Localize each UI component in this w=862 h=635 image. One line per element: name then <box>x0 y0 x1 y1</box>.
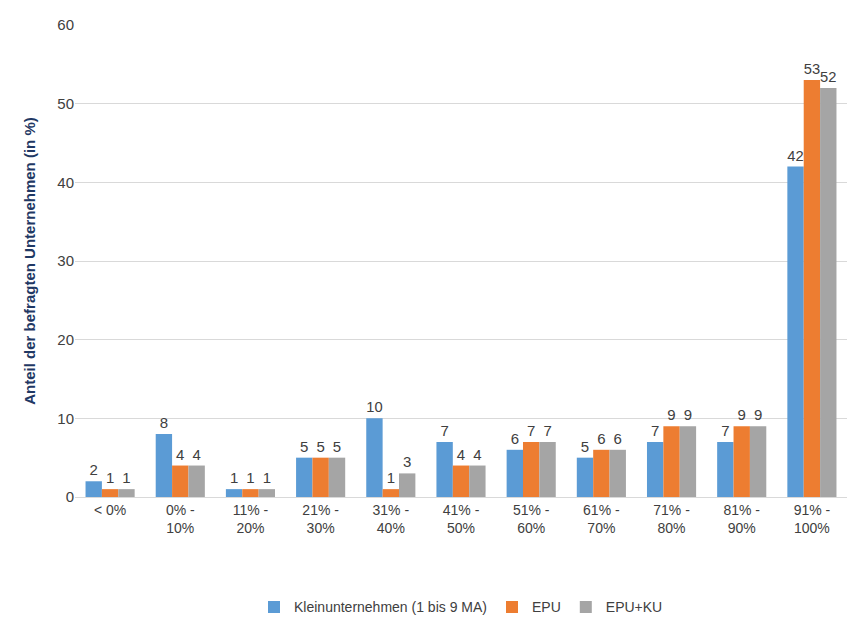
svg-text:4: 4 <box>473 446 481 463</box>
svg-text:Kleinunternehmen (1 bis 9 MA): Kleinunternehmen (1 bis 9 MA) <box>294 599 487 615</box>
svg-text:1: 1 <box>106 469 114 486</box>
svg-text:< 0%: < 0% <box>94 502 126 518</box>
svg-text:5: 5 <box>581 438 589 455</box>
svg-text:7: 7 <box>527 422 535 439</box>
svg-text:1: 1 <box>122 469 130 486</box>
svg-text:10: 10 <box>366 399 382 415</box>
svg-text:2: 2 <box>90 461 98 478</box>
svg-text:0: 0 <box>66 488 74 505</box>
svg-text:91% -100%: 91% -100% <box>794 502 831 536</box>
svg-text:81% -90%: 81% -90% <box>723 502 760 536</box>
svg-text:21% -30%: 21% -30% <box>302 502 339 536</box>
svg-text:EPU: EPU <box>532 599 561 615</box>
svg-text:4: 4 <box>457 446 465 463</box>
svg-text:0% -10%: 0% -10% <box>166 502 195 536</box>
svg-text:10: 10 <box>57 410 74 427</box>
svg-text:5: 5 <box>333 438 341 455</box>
svg-text:11% -20%: 11% -20% <box>233 502 269 536</box>
svg-text:7: 7 <box>543 422 551 439</box>
svg-text:53: 53 <box>804 61 820 77</box>
svg-text:9: 9 <box>754 406 762 423</box>
svg-text:40: 40 <box>57 174 74 191</box>
svg-text:7: 7 <box>440 422 448 439</box>
svg-text:4: 4 <box>192 446 200 463</box>
svg-text:6: 6 <box>614 430 622 447</box>
svg-text:31% -40%: 31% -40% <box>373 502 410 536</box>
svg-text:3: 3 <box>403 453 411 470</box>
svg-text:71% -80%: 71% -80% <box>653 502 690 536</box>
svg-text:EPU+KU: EPU+KU <box>606 599 662 615</box>
svg-text:9: 9 <box>684 406 692 423</box>
svg-text:20: 20 <box>57 331 74 348</box>
svg-text:9: 9 <box>738 406 746 423</box>
svg-text:1: 1 <box>230 469 238 486</box>
svg-text:61% -70%: 61% -70% <box>583 502 620 536</box>
svg-text:4: 4 <box>176 446 184 463</box>
svg-text:Anteil der befragten Unternehm: Anteil der befragten Unternehmen (in %) <box>21 117 38 405</box>
svg-text:5: 5 <box>316 438 324 455</box>
svg-text:5: 5 <box>300 438 308 455</box>
svg-text:1: 1 <box>263 469 271 486</box>
svg-text:41% -50%: 41% -50% <box>443 502 480 536</box>
svg-text:51% -60%: 51% -60% <box>513 502 550 536</box>
svg-text:42: 42 <box>787 148 803 164</box>
svg-text:1: 1 <box>387 469 395 486</box>
svg-text:6: 6 <box>511 430 519 447</box>
svg-text:8: 8 <box>160 414 168 431</box>
svg-text:60: 60 <box>57 16 74 33</box>
svg-text:1: 1 <box>246 469 254 486</box>
svg-text:50: 50 <box>57 95 74 112</box>
svg-text:7: 7 <box>721 422 729 439</box>
svg-text:6: 6 <box>597 430 605 447</box>
svg-text:30: 30 <box>57 252 74 269</box>
svg-text:7: 7 <box>651 422 659 439</box>
svg-text:52: 52 <box>820 69 836 85</box>
svg-text:9: 9 <box>667 406 675 423</box>
